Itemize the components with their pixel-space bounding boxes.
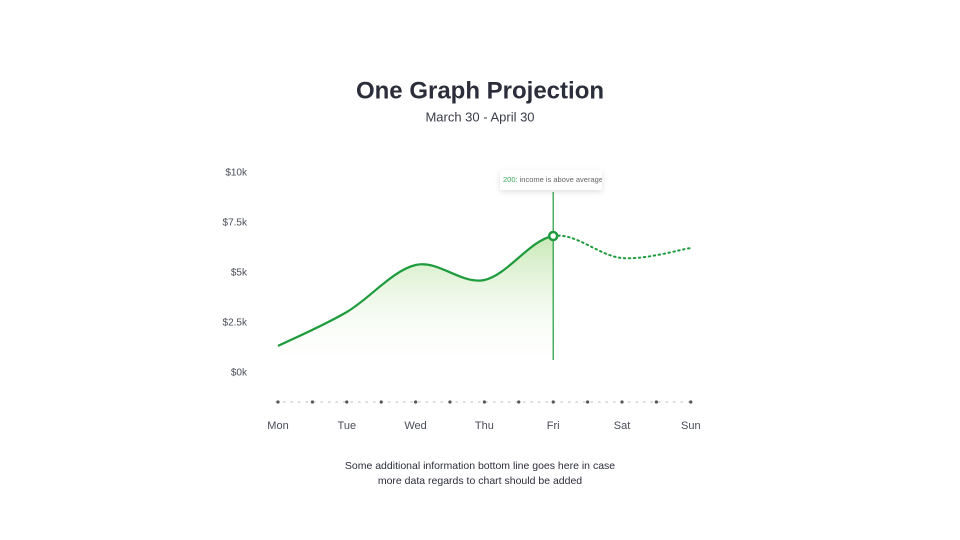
highlight-point: [547, 230, 559, 242]
x-tick: [414, 400, 418, 404]
annotation-value: 200:: [503, 175, 518, 184]
y-tick-label: $0k: [231, 368, 248, 379]
y-tick-label: $2.5k: [223, 318, 248, 329]
x-minor-tick: [517, 400, 521, 404]
x-tick: [482, 400, 486, 404]
x-minor-tick: [654, 400, 659, 404]
y-tick-label: $7.5k: [223, 218, 248, 229]
area: [278, 236, 554, 373]
x-tick-label: Sat: [614, 420, 631, 432]
x-tick-label: Thu: [475, 420, 494, 432]
x-tick: [276, 400, 280, 404]
chart-title: One Graph Projection: [356, 77, 604, 104]
projection-line: [552, 234, 692, 260]
x-tick: [689, 400, 693, 404]
chart-subtitle: March 30 - April 30: [425, 109, 534, 124]
annotation: 200: income is above average: [503, 175, 603, 184]
x-tick-label: Wed: [404, 420, 426, 432]
annotation-box: [500, 170, 602, 190]
x-minor-tick: [586, 400, 590, 404]
x-tick: [620, 400, 624, 404]
annotation-label: income is above average: [520, 175, 603, 184]
x-minor-tick: [448, 400, 452, 404]
note-line: Some additional information bottom line …: [345, 460, 615, 472]
y-tick-label: $10k: [225, 168, 248, 179]
x-minor-tick: [379, 400, 383, 404]
x-tick-label: Fri: [547, 420, 560, 432]
note-line: more data regards to chart should be add…: [378, 475, 582, 487]
x-tick-label: Sun: [681, 420, 701, 432]
x-tick: [345, 400, 349, 404]
x-tick: [551, 400, 555, 404]
line: [277, 234, 554, 347]
x-minor-tick: [310, 400, 314, 404]
annotation-text: 200: income is above average: [503, 175, 603, 184]
y-tick-label: $5k: [231, 268, 248, 279]
x-tick-label: Tue: [338, 420, 357, 432]
x-tick-label: Mon: [267, 420, 288, 432]
